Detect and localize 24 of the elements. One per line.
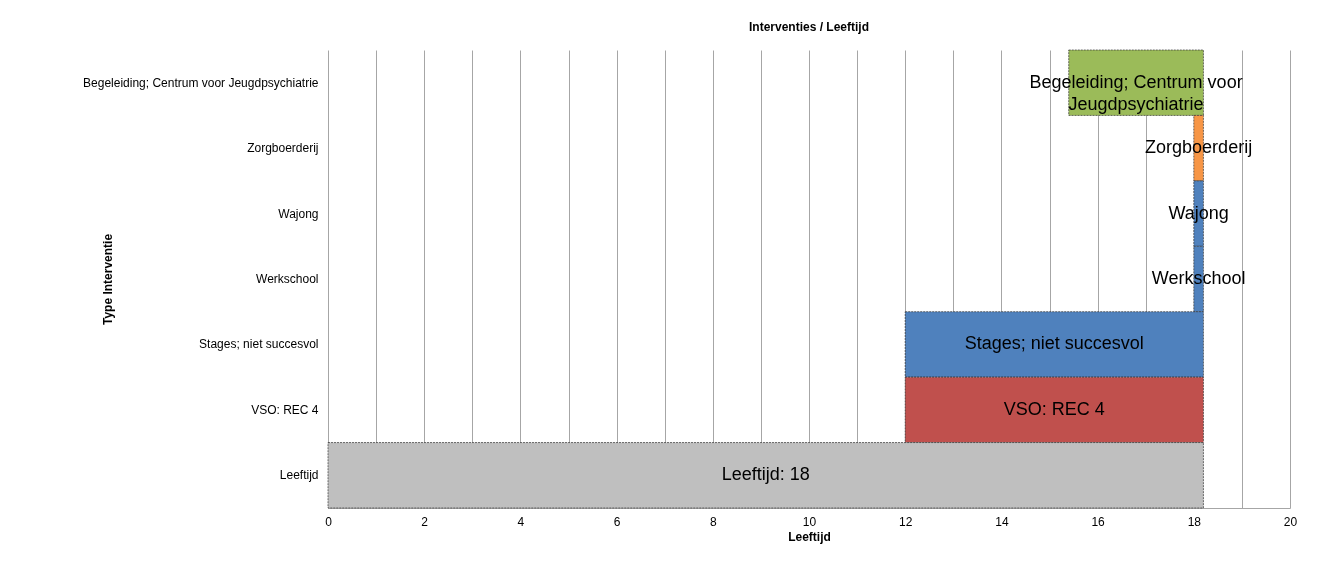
x-axis-title: Leeftijd <box>788 529 831 544</box>
x-tick-label: 6 <box>613 514 621 529</box>
x-tick-label: 2 <box>421 514 429 529</box>
x-tick-label: 14 <box>995 514 1009 529</box>
x-tick-label: 4 <box>517 514 525 529</box>
y-tick-label: Werkschool <box>256 272 319 286</box>
y-tick-label: VSO: REC 4 <box>251 402 319 417</box>
y-tick-label: Wajong <box>278 206 319 221</box>
data-label: VSO: REC 4 <box>1003 398 1105 419</box>
data-label: Leeftijd: 18 <box>721 464 810 485</box>
data-label: Stages; niet succesvol <box>964 333 1144 354</box>
y-tick-label: Zorgboerderij <box>247 141 319 156</box>
x-tick-label: 16 <box>1091 514 1106 529</box>
y-tick-label: Leeftijd <box>279 468 319 483</box>
x-tick-label: 18 <box>1187 514 1202 529</box>
y-axis-title: Type Interventie <box>100 233 115 326</box>
chart-title: Interventies / Leeftijd <box>748 19 870 34</box>
x-tick-label: 20 <box>1283 514 1298 529</box>
x-tick-label: 0 <box>325 514 333 529</box>
y-tick-label: Begeleiding; Centrum voor Jeugdpsychiatrie <box>83 75 319 90</box>
x-tick-label: 8 <box>709 514 717 529</box>
x-tick-label: 10 <box>802 514 817 529</box>
x-tick-label: 12 <box>899 514 913 529</box>
y-tick-label: Stages; niet succesvol <box>199 337 319 352</box>
